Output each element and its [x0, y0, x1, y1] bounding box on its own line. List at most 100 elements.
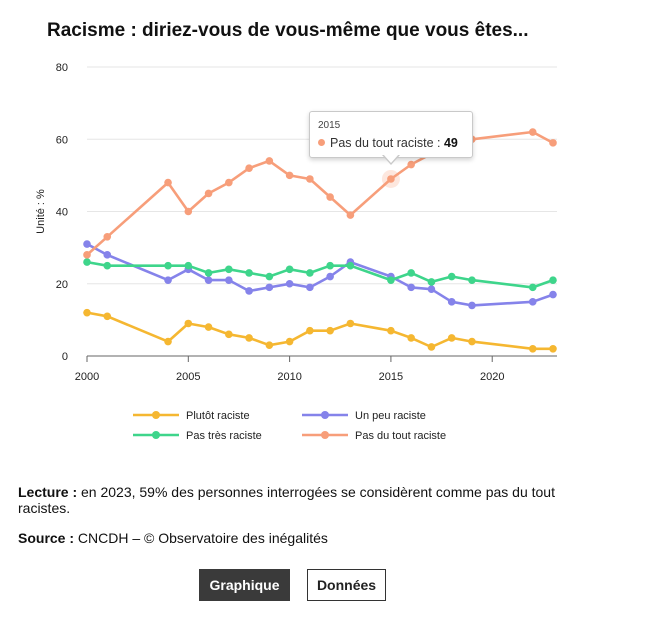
x-tick-label-2015: 2015: [379, 371, 403, 383]
point-0-2013: [346, 319, 355, 328]
legend-marker-0: [152, 411, 160, 419]
point-0-2004: [164, 337, 172, 346]
point-2-2023: [549, 276, 557, 284]
y-tick-label-80: 80: [56, 62, 68, 74]
point-0-2009: [265, 341, 274, 349]
point-3-2007: [225, 178, 233, 187]
point-0-2022: [528, 344, 537, 353]
point-2-2001: [103, 261, 112, 270]
point-2-2000: [83, 258, 91, 266]
legend-label-3: Pas du tout raciste: [355, 430, 446, 442]
point-3-2015: [387, 175, 395, 183]
point-3-2001: [103, 232, 112, 241]
y-tick-label-40: 40: [56, 207, 68, 219]
point-2-2007: [225, 265, 233, 274]
point-2-2012: [326, 261, 334, 270]
point-2-2015: [387, 276, 395, 284]
point-1-2019: [468, 301, 476, 310]
point-1-2008: [245, 287, 253, 295]
series-line-0: [86, 311, 553, 351]
point-2-2016: [407, 269, 415, 277]
point-2-2009: [265, 272, 274, 281]
point-2-2017: [427, 278, 436, 286]
series-line-1: [86, 242, 554, 307]
point-2-2013: [346, 261, 355, 270]
chart-notes: Lecture : en 2023, 59% des personnes int…: [18, 484, 578, 546]
legend-label-0: Plutôt raciste: [186, 410, 250, 422]
point-1-2017: [427, 285, 436, 293]
point-2-2004: [164, 261, 172, 270]
point-1-2006: [204, 276, 213, 284]
point-1-2000: [83, 240, 91, 248]
legend-marker-3: [321, 431, 329, 439]
lecture-text: en 2023, 59% des personnes interrogées s…: [18, 484, 555, 516]
tooltip-value: 49: [443, 136, 458, 150]
point-2-2022: [528, 283, 537, 292]
point-2-2006: [204, 269, 213, 277]
point-0-2010: [285, 337, 294, 346]
point-1-2007: [225, 276, 233, 284]
point-3-2012: [326, 193, 334, 201]
point-0-2016: [407, 334, 415, 342]
point-0-2011: [306, 326, 314, 335]
point-2-2010: [285, 265, 294, 274]
point-0-2001: [103, 312, 112, 321]
point-3-2006: [204, 189, 213, 198]
point-2-2011: [306, 269, 314, 277]
point-3-2005: [184, 207, 193, 216]
point-0-2017: [427, 343, 436, 351]
point-3-2022: [528, 128, 537, 136]
point-3-2004: [164, 178, 172, 187]
tooltip-year: 2015: [318, 120, 341, 131]
point-1-2009: [265, 283, 274, 292]
point-1-2012: [326, 272, 334, 281]
x-tick-label-2010: 2010: [277, 371, 301, 383]
point-2-2005: [184, 261, 193, 270]
x-tick-label-2005: 2005: [176, 371, 200, 383]
legend-marker-1: [321, 411, 329, 419]
source-label: Source :: [18, 530, 75, 546]
line-chart: 0 20 40 60 80 2000 2005 2010 2015 2020 Unité : % Pl…: [35, 62, 557, 442]
point-2-2008: [245, 269, 253, 277]
legend-marker-2: [152, 431, 160, 439]
chart-tooltip: 2015 Pas du tout raciste : 49: [309, 111, 473, 158]
point-0-2005: [184, 319, 193, 328]
graph-view-button[interactable]: Graphique: [199, 569, 290, 601]
point-3-2016: [407, 160, 415, 169]
point-1-2011: [306, 283, 314, 292]
tooltip-dot-icon: [318, 139, 325, 146]
point-3-2023: [549, 139, 557, 147]
point-0-2019: [468, 337, 476, 346]
point-3-2013: [346, 211, 355, 219]
point-2-2019: [468, 276, 476, 284]
point-1-2004: [164, 276, 172, 284]
data-view-button[interactable]: Données: [307, 569, 386, 601]
point-3-2000: [83, 251, 91, 259]
point-0-2007: [225, 330, 233, 339]
tooltip-arrow: [383, 154, 399, 163]
point-2-2018: [447, 272, 456, 281]
point-3-2008: [245, 164, 253, 172]
y-tick-label-0: 0: [62, 351, 68, 363]
point-0-2012: [326, 326, 334, 335]
y-axis-label: Unité : %: [35, 189, 47, 234]
legend-label-1: Un peu raciste: [355, 410, 426, 422]
lecture-label: Lecture :: [18, 484, 78, 500]
point-0-2023: [549, 344, 557, 353]
x-tick-label-2020: 2020: [480, 371, 504, 383]
point-1-2010: [285, 279, 294, 288]
point-0-2006: [204, 323, 213, 331]
tooltip-row: Pas du tout raciste : 49: [318, 136, 458, 150]
chart-title: Racisme : diriez-vous de vous-même que v…: [47, 20, 529, 41]
point-1-2022: [528, 298, 537, 306]
y-tick-label-20: 20: [56, 279, 68, 291]
point-3-2009: [265, 157, 274, 165]
point-1-2001: [103, 251, 112, 259]
point-0-2000: [83, 308, 91, 317]
x-tick-label-2000: 2000: [75, 371, 99, 383]
point-1-2023: [549, 290, 557, 299]
tooltip-label: Pas du tout raciste :: [330, 136, 441, 150]
source-text: CNCDH – © Observatoire des inégalités: [74, 530, 328, 546]
point-1-2018: [447, 298, 456, 306]
point-3-2011: [306, 175, 314, 183]
